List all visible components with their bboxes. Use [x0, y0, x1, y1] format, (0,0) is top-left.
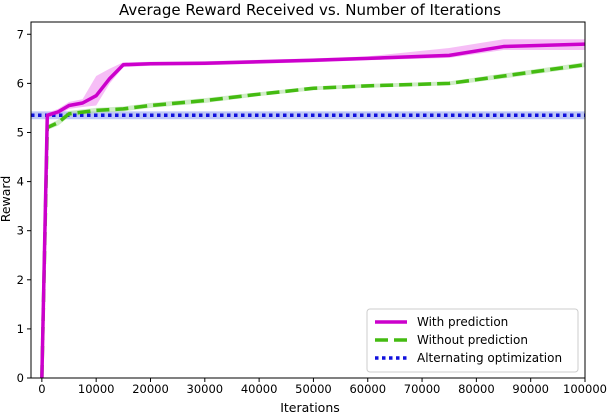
plot-inner: [31, 39, 585, 378]
x-tick-label: 80000: [458, 382, 495, 396]
chart-title: Average Reward Received vs. Number of It…: [119, 1, 501, 19]
y-tick-label: 1: [17, 322, 24, 336]
y-tick-label: 3: [17, 224, 24, 238]
x-tick-label: 20000: [132, 382, 169, 396]
x-tick-label: 60000: [349, 382, 386, 396]
y-tick-label: 0: [17, 371, 24, 385]
x-tick-label: 40000: [241, 382, 278, 396]
x-axis-label: Iterations: [280, 400, 340, 414]
x-tick-label: 70000: [404, 382, 441, 396]
legend-label-with-prediction: With prediction: [417, 315, 508, 329]
legend-label-alternating-optimization: Alternating optimization: [417, 351, 562, 365]
y-tick-label: 4: [17, 175, 24, 189]
plot-area: [31, 39, 585, 378]
y-tick-label: 6: [17, 76, 24, 90]
y-tick-label: 2: [17, 273, 24, 287]
legend: With prediction Without prediction Alterna…: [366, 308, 579, 373]
plot-frame: [30, 21, 586, 379]
y-tick-label: 7: [17, 27, 24, 41]
axes: 0 10000 20000 30000 40000 50000 60000 70000 8000…: [17, 21, 607, 396]
x-tick-label: 100000: [563, 382, 607, 396]
legend-box: [366, 308, 579, 373]
legend-label-without-prediction: Without prediction: [417, 333, 528, 347]
series-line-with-prediction: [40, 42, 585, 378]
x-tick-label: 30000: [187, 382, 224, 396]
x-tick-label: 10000: [78, 382, 115, 396]
series-line-without-prediction: [40, 62, 585, 378]
x-tick-label: 90000: [512, 382, 549, 396]
x-tick-label: 0: [38, 382, 45, 396]
y-axis-label: Reward: [0, 176, 13, 223]
series-band-alternating-optimization: [31, 111, 585, 120]
x-tick-label: 50000: [295, 382, 332, 396]
y-tick-label: 5: [17, 125, 24, 139]
